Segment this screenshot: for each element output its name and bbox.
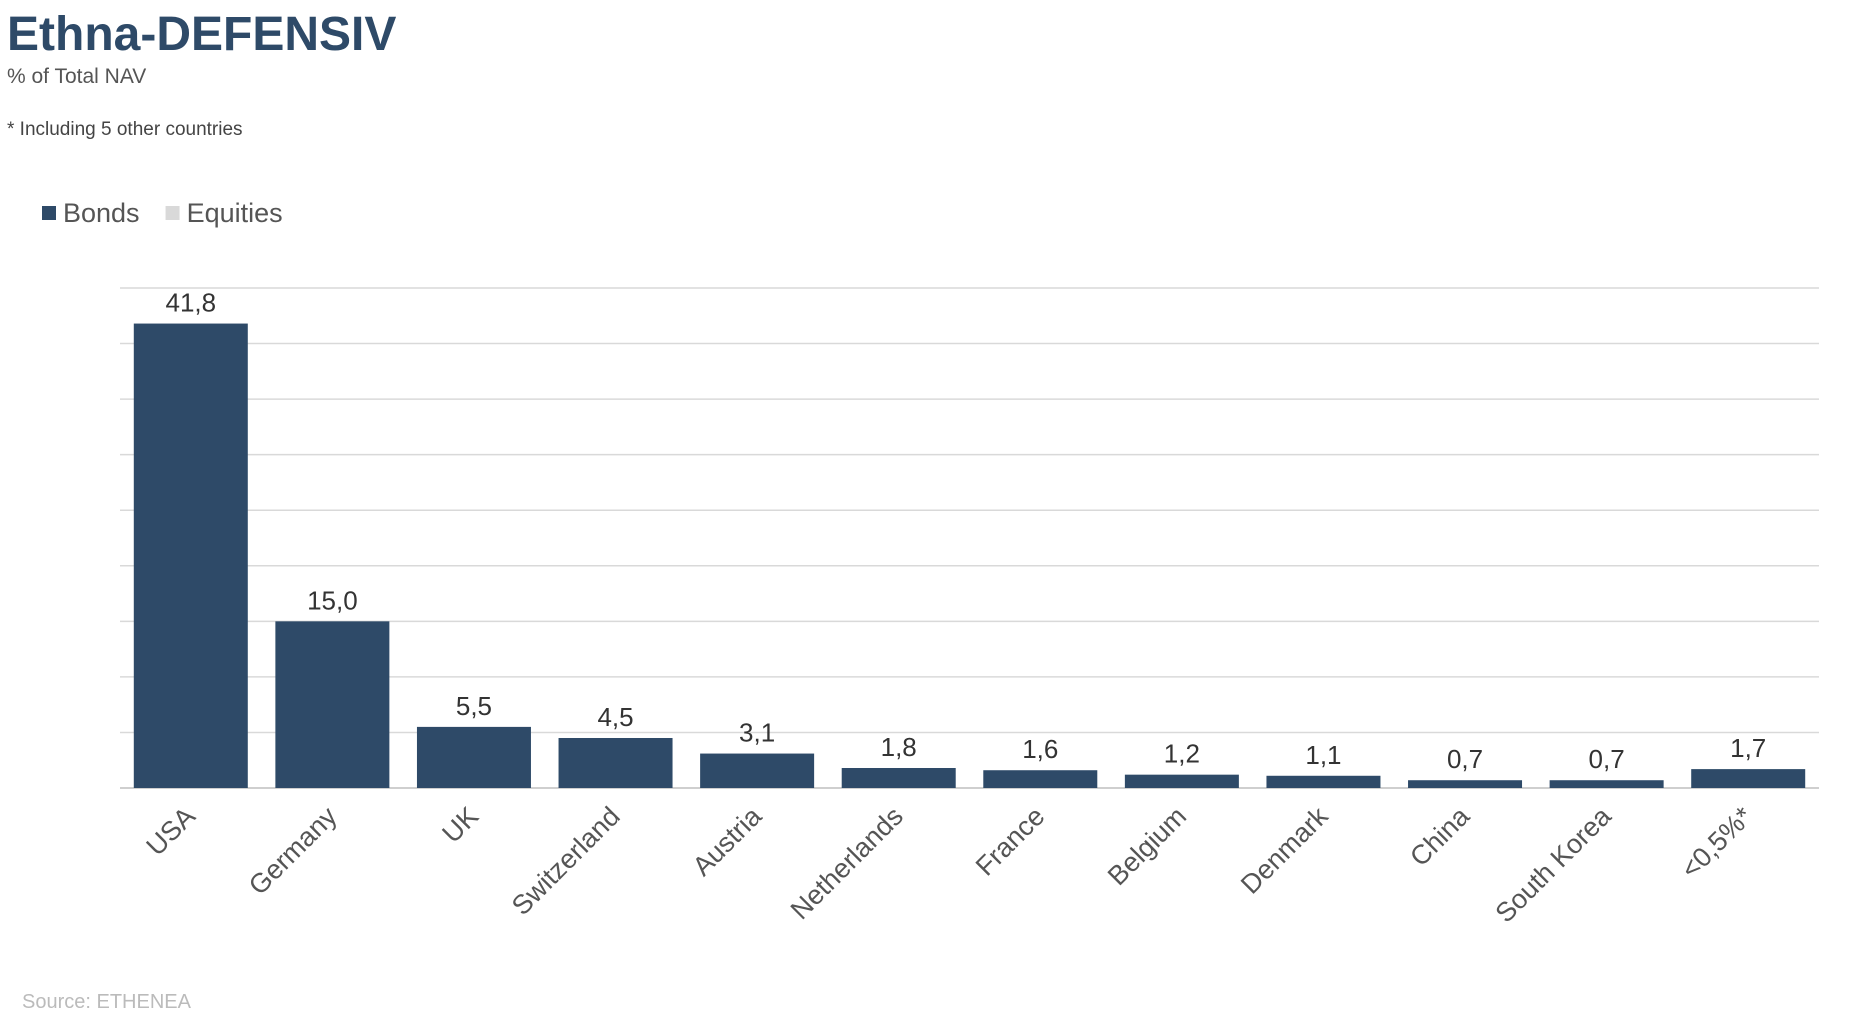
x-tick-label: France — [970, 801, 1051, 882]
bar — [983, 770, 1098, 788]
data-label: 15,0 — [307, 585, 358, 615]
x-tick-label: Denmark — [1235, 801, 1334, 900]
source: Source: ETHENEA — [22, 991, 192, 1013]
bar — [133, 323, 248, 788]
legend-label: Equities — [187, 198, 283, 228]
data-label: 41,8 — [165, 288, 216, 318]
x-tick-label: Switzerland — [506, 801, 626, 921]
x-tick-label: USA — [141, 801, 201, 861]
annotation: * Including 5 other countries — [7, 119, 243, 140]
legend-swatch — [165, 206, 180, 220]
data-label: 1,6 — [1022, 734, 1058, 764]
data-label: 0,7 — [1447, 744, 1483, 774]
data-label: 5,5 — [456, 691, 492, 721]
x-tick-label: Austria — [687, 800, 768, 881]
data-label: 1,2 — [1164, 739, 1200, 769]
x-tick-label: Netherlands — [785, 801, 909, 925]
data-label: 1,1 — [1305, 740, 1341, 770]
chart-subtitle: % of Total NAV — [7, 65, 146, 88]
bar — [1266, 775, 1381, 788]
legend-label: Bonds — [63, 198, 140, 228]
chart-title: Ethna-DEFENSIV — [7, 8, 396, 61]
bar — [700, 753, 815, 788]
bar — [1549, 780, 1664, 788]
bar — [1691, 769, 1806, 788]
x-tick-label: South Korea — [1490, 800, 1618, 928]
legend-swatch — [42, 206, 56, 220]
data-label: 1,7 — [1730, 733, 1766, 763]
data-label: 3,1 — [739, 718, 775, 748]
data-label: 1,8 — [881, 732, 917, 762]
x-tick-label: <0,5%* — [1675, 801, 1759, 885]
bar — [841, 768, 956, 788]
x-tick-label: China — [1404, 800, 1476, 872]
data-label: 0,7 — [1589, 744, 1625, 774]
x-tick-label: UK — [436, 801, 484, 849]
bar — [558, 738, 673, 788]
bar — [1124, 774, 1239, 788]
bar — [275, 621, 390, 788]
bar — [1408, 780, 1523, 788]
x-tick-label: Belgium — [1102, 801, 1192, 891]
bar — [416, 726, 531, 788]
data-label: 4,5 — [597, 702, 633, 732]
x-tick-label: Germany — [243, 801, 343, 901]
